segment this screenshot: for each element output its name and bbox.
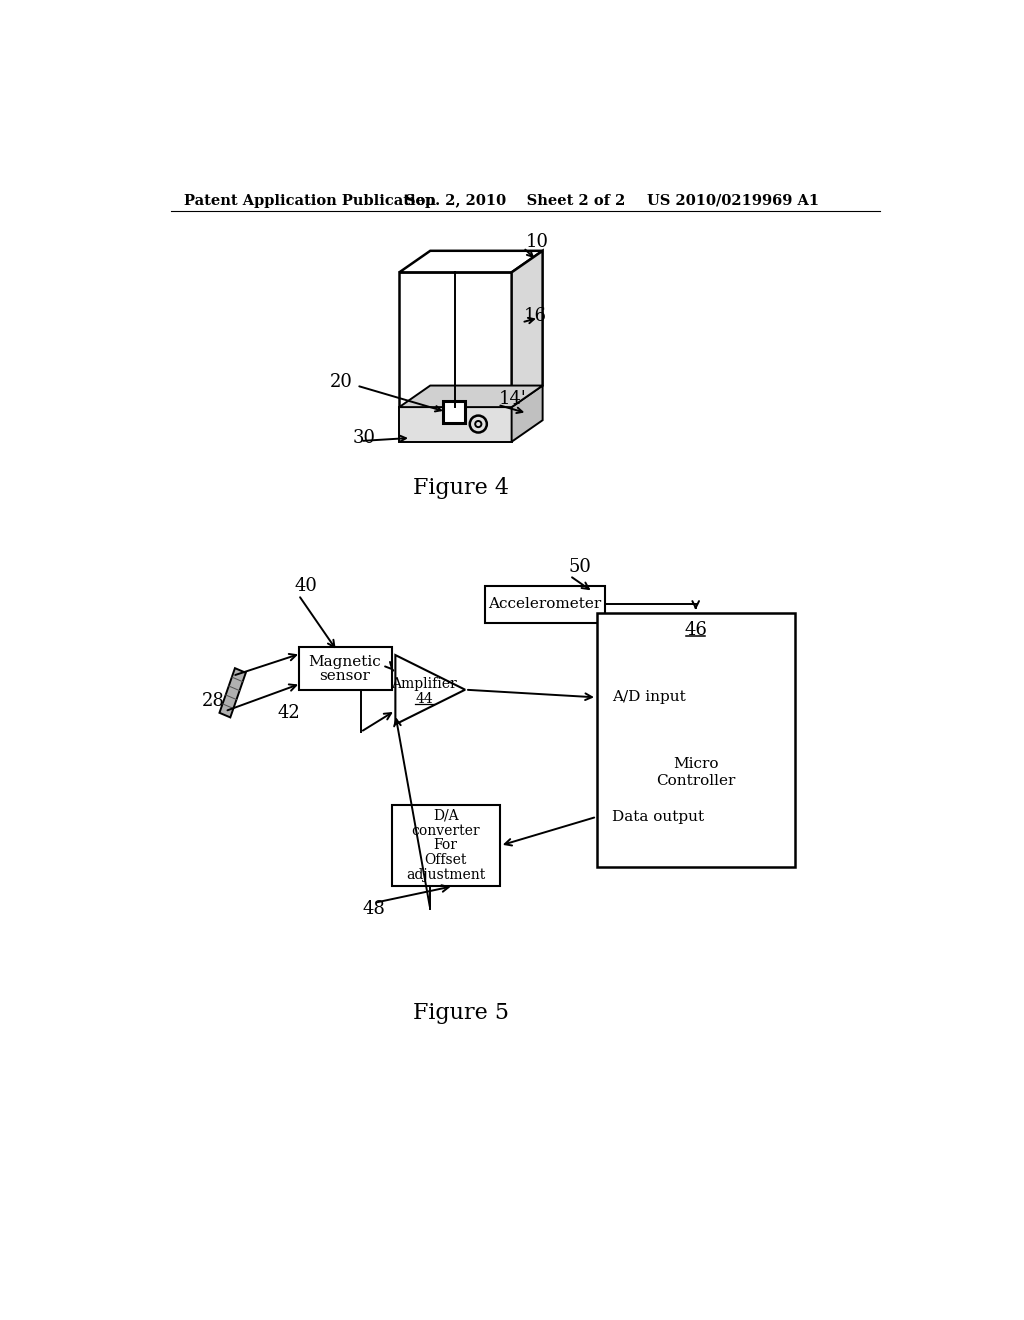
Polygon shape <box>219 668 246 718</box>
Bar <box>597 612 795 867</box>
Polygon shape <box>512 385 543 442</box>
Text: adjustment: adjustment <box>407 867 485 882</box>
Bar <box>484 586 604 623</box>
Polygon shape <box>399 272 512 407</box>
Polygon shape <box>399 385 543 407</box>
Polygon shape <box>399 407 512 442</box>
Text: sensor: sensor <box>319 669 371 684</box>
Text: 44: 44 <box>415 692 433 706</box>
Text: Data output: Data output <box>612 809 705 824</box>
Text: Controller: Controller <box>656 774 735 788</box>
Polygon shape <box>399 251 543 272</box>
Text: Patent Application Publication: Patent Application Publication <box>183 194 436 207</box>
Text: 42: 42 <box>278 704 300 722</box>
Text: converter: converter <box>412 824 480 838</box>
Text: 14': 14' <box>499 389 526 408</box>
Text: Figure 4: Figure 4 <box>414 477 509 499</box>
Bar <box>299 647 391 689</box>
Text: 48: 48 <box>362 900 385 919</box>
Text: Magnetic: Magnetic <box>308 655 381 669</box>
Polygon shape <box>512 251 543 407</box>
Text: 16: 16 <box>524 308 547 325</box>
Polygon shape <box>443 401 465 422</box>
Text: 50: 50 <box>568 557 591 576</box>
Text: D/A: D/A <box>433 809 459 822</box>
Text: Figure 5: Figure 5 <box>414 1002 509 1024</box>
Text: 30: 30 <box>352 429 376 447</box>
Text: A/D input: A/D input <box>612 690 686 705</box>
Text: Accelerometer: Accelerometer <box>488 597 601 611</box>
Text: 46: 46 <box>684 620 708 639</box>
Text: 40: 40 <box>295 577 317 595</box>
Text: Amplifier: Amplifier <box>391 677 457 690</box>
Text: Micro: Micro <box>673 758 719 771</box>
Text: Sep. 2, 2010    Sheet 2 of 2: Sep. 2, 2010 Sheet 2 of 2 <box>406 194 626 207</box>
Bar <box>391 805 500 886</box>
Text: 10: 10 <box>525 232 549 251</box>
Text: Offset: Offset <box>425 853 467 867</box>
Text: 20: 20 <box>330 372 352 391</box>
Text: For: For <box>434 838 458 853</box>
Text: 28: 28 <box>202 692 224 710</box>
Text: US 2010/0219969 A1: US 2010/0219969 A1 <box>647 194 819 207</box>
